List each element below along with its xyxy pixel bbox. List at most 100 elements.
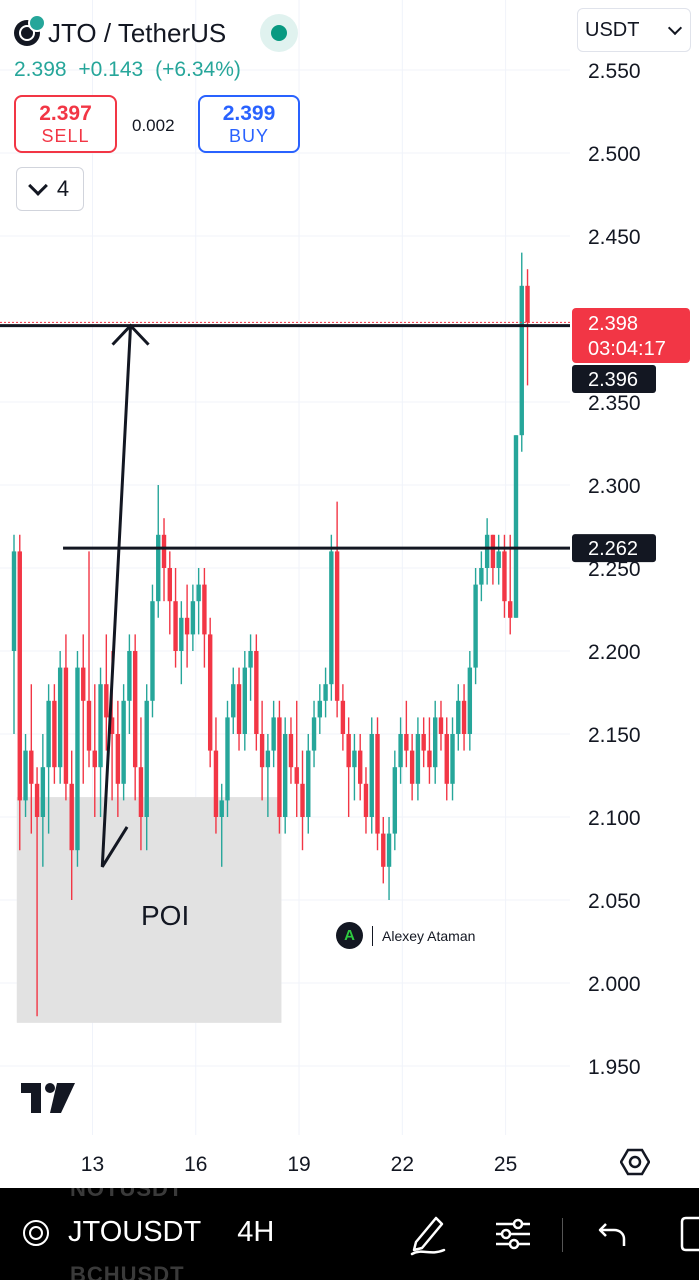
drawing-pen-icon[interactable]	[408, 1212, 448, 1256]
indicators-count: 4	[56, 176, 70, 201]
author-watermark: A Alexey Ataman	[336, 922, 475, 949]
candle-body-down	[502, 551, 507, 602]
candle-body-down	[109, 717, 115, 734]
chart-settings-icon[interactable]	[620, 1147, 650, 1177]
candle-body-up	[121, 700, 126, 784]
candle-body-down	[138, 767, 144, 817]
candle-body-up	[225, 717, 230, 801]
candle-body-down	[104, 684, 109, 718]
candle-body-down	[300, 783, 305, 817]
last-price: 2.398	[14, 58, 67, 81]
candle-body-up	[398, 734, 403, 768]
candle-body-down	[86, 700, 92, 751]
candle-body-up	[150, 601, 155, 701]
candle-body-up	[75, 667, 80, 851]
candle-body-down	[213, 750, 219, 817]
y-tick-label: 2.300	[588, 475, 641, 498]
candle-body-up	[450, 734, 455, 784]
candle-body-up	[352, 750, 357, 768]
candle-body-up	[479, 568, 484, 585]
candle-body-up	[127, 651, 132, 701]
candle-body-up	[156, 534, 161, 602]
candle-body-down	[461, 700, 467, 734]
candle-body-down	[438, 717, 444, 734]
y-tick-label: 2.250	[588, 558, 641, 581]
y-tick-label: 2.150	[588, 724, 641, 747]
undo-icon[interactable]	[598, 1220, 626, 1248]
y-tick-label: 2.450	[588, 226, 641, 249]
author-logo-icon: A	[336, 922, 363, 949]
candle-body-up	[467, 667, 473, 734]
x-tick-label: 19	[287, 1153, 310, 1176]
candle-body-up	[23, 750, 28, 801]
candle-body-up	[473, 584, 478, 668]
countdown-label: 03:04:17	[588, 338, 666, 360]
arrow-head	[111, 323, 150, 346]
candle-body-down	[29, 750, 34, 784]
candle-body-up	[329, 551, 334, 685]
candle-body-down	[17, 551, 22, 801]
price-change: +0.143	[78, 58, 144, 81]
sell-button[interactable]: 2.397 SELL	[14, 95, 117, 153]
y-tick-label: 2.050	[588, 890, 641, 913]
price-summary: 2.398 +0.143 (+6.34%)	[14, 58, 247, 82]
candle-body-down	[236, 684, 242, 734]
symbol-header[interactable]: JTO / TetherUS	[14, 14, 299, 52]
candle-body-down	[202, 584, 207, 635]
price-chart[interactable]: POI 2.5502.5002.4502.3502.3002.2502.2002…	[0, 0, 699, 1188]
x-tick-label: 13	[81, 1153, 104, 1176]
candle-body-down	[173, 601, 178, 651]
candle-body-down	[346, 734, 351, 768]
candle-body-up	[190, 601, 196, 635]
candle-body-up	[46, 700, 51, 768]
indicator-settings-icon[interactable]	[494, 1216, 532, 1252]
y-axis: 2.550 2.500 2.450 2.350 2.300 2.250 2.200 2.150…	[588, 60, 641, 1079]
candle-body-down	[167, 568, 172, 602]
symbol-title[interactable]: JTO / TetherUS	[48, 17, 227, 48]
candle-body-up	[11, 551, 17, 651]
candle-body-up	[242, 667, 247, 734]
price-labels: 2.398 03:04:17 2.396 2.262	[572, 308, 690, 563]
candle-body-up	[317, 700, 323, 718]
timeframe-button[interactable]: 4H	[237, 1216, 275, 1248]
candle-body-down	[404, 734, 409, 751]
x-tick-label: 22	[391, 1153, 414, 1176]
candle-body-down	[288, 734, 294, 768]
candle-body-down	[63, 667, 69, 784]
poi-label: POI	[141, 900, 189, 931]
indicators-toggle[interactable]: 4	[16, 167, 84, 211]
candle-body-up	[144, 700, 149, 817]
candle-body-down	[115, 734, 121, 784]
candle-body-up	[179, 617, 184, 651]
chevron-down-icon	[667, 20, 683, 36]
candle-body-down	[490, 534, 496, 568]
buy-button[interactable]: 2.399 BUY	[198, 95, 300, 153]
candle-body-down	[161, 534, 167, 568]
candle-body-up	[282, 734, 288, 817]
y-tick-label: 2.200	[588, 641, 641, 664]
fullscreen-icon[interactable]	[680, 1216, 699, 1252]
candle-body-up	[323, 684, 328, 701]
level-price-label: 2.262	[588, 538, 638, 560]
currency-select[interactable]: USDT	[577, 8, 691, 52]
symbol-selector[interactable]: JTOUSDT 4H	[22, 1216, 274, 1249]
candle-body-down	[184, 617, 190, 635]
candle-body-down	[81, 667, 86, 701]
candle-body-up	[271, 717, 276, 751]
level-price-label: 2.396	[588, 369, 638, 391]
annotation-arrow	[100, 325, 133, 868]
y-tick-label: 2.350	[588, 392, 641, 415]
y-tick-label: 2.550	[588, 60, 641, 83]
candle-body-down	[132, 651, 138, 768]
chevron-down-icon	[27, 175, 48, 196]
ghost-symbol-bottom: BCHUSDT	[70, 1262, 185, 1280]
candle-body-up	[248, 651, 253, 668]
jto-logo-icon	[14, 14, 46, 46]
candle-body-down	[363, 783, 369, 817]
candle-body-up	[219, 800, 224, 817]
ghost-symbol-top: NOTUSDT	[70, 1188, 184, 1201]
market-status-icon[interactable]	[260, 14, 299, 52]
author-name: Alexey Ataman	[382, 927, 476, 944]
candle-body-up	[415, 734, 421, 784]
